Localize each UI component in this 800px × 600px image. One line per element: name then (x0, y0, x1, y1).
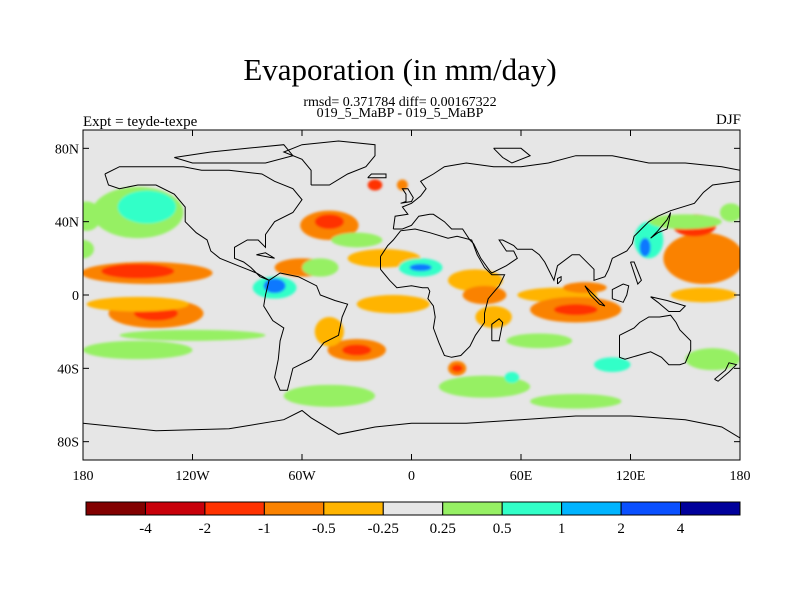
experiment-label: Expt = teyde-texpe (83, 114, 198, 130)
x-tick-label: 180 (73, 469, 94, 484)
anomaly-patch (83, 240, 94, 259)
coastline (491, 318, 504, 342)
anomaly-patch (462, 285, 507, 305)
coastline (650, 296, 687, 312)
anomaly-patch (475, 306, 512, 328)
colorbar-swatch (382, 501, 444, 516)
coastline (104, 166, 303, 281)
coastline (282, 140, 376, 186)
coastlines (83, 140, 740, 439)
x-tick-label: 120W (175, 469, 210, 484)
colorbar-swatch (144, 501, 206, 516)
y-tick-label: 80N (55, 142, 79, 157)
anomaly-patch (101, 263, 175, 279)
anomaly-patch (553, 304, 598, 316)
anomaly-patch (83, 340, 193, 360)
x-tick-label: 60W (288, 469, 316, 484)
colorbar-label: -0.5 (312, 521, 336, 537)
coastline (584, 285, 606, 307)
anomaly-patch (663, 232, 740, 284)
y-tick-label: 40S (57, 362, 79, 377)
colorbar-swatch (85, 501, 146, 516)
anomaly-patch (314, 317, 344, 347)
colorbar-label: -4 (139, 521, 152, 537)
anomaly-patch (409, 263, 432, 272)
y-tick-label: 80S (57, 436, 79, 451)
anomaly-patch (331, 232, 383, 248)
anomaly-patch (562, 282, 607, 294)
coastline (256, 252, 275, 259)
colorbar-swatch (620, 501, 682, 516)
x-tick-label: 120E (616, 469, 646, 484)
coastline (650, 212, 672, 239)
coastline (380, 228, 506, 358)
coastline (367, 173, 387, 179)
x-tick-label: 60E (510, 469, 533, 484)
anomaly-patch (451, 364, 463, 373)
anomaly-patch (83, 201, 102, 231)
anomaly-patch (594, 357, 631, 372)
colorbar-label: 1 (558, 521, 566, 537)
colorbar-label: 4 (677, 521, 685, 537)
anomaly-patch (117, 190, 177, 224)
chart-title: Evaporation (in mm/day) (243, 52, 557, 87)
coastline (611, 283, 630, 303)
coastline (714, 362, 738, 382)
anomaly-patch (670, 287, 737, 303)
anomaly-patch (367, 179, 383, 191)
anomaly-field (83, 179, 740, 409)
x-tick-label: 0 (408, 469, 415, 484)
anomaly-patch (685, 348, 740, 371)
anomaly-patch (719, 203, 740, 222)
anomaly-patch (302, 258, 339, 277)
anomaly-patch (396, 179, 408, 191)
x-tick-label: 180 (730, 469, 751, 484)
colorbar-swatch (680, 501, 741, 516)
map-background (83, 130, 740, 460)
anomaly-patch (506, 333, 573, 349)
anomaly-patch (356, 295, 430, 314)
y-axis-ticks: 80N 40N 0 40S 80S (55, 142, 740, 451)
anomaly-patch (342, 344, 372, 356)
anomaly-patch (530, 394, 622, 409)
case-subtitle: 019_5_MaBP - 019_5_MaBP (316, 106, 484, 121)
coastline (83, 409, 740, 439)
coastline (557, 275, 562, 285)
anomaly-patch (648, 214, 722, 230)
colorbar: -4 -2 -1 -0.5 -0.25 0.25 0.5 1 2 4 (85, 501, 741, 537)
y-tick-label: 40N (55, 216, 79, 231)
colorbar-swatch (323, 501, 384, 516)
colorbar-label: -2 (199, 521, 212, 537)
coastline (619, 314, 692, 366)
colorbar-swatch (501, 501, 563, 516)
anomaly-patch (86, 296, 189, 312)
colorbar-swatch (204, 501, 265, 516)
coastline (263, 272, 349, 391)
anomaly-patch (119, 329, 266, 341)
anomaly-patch (283, 384, 375, 407)
coastline (174, 144, 294, 164)
colorbar-label: 0.25 (430, 521, 456, 537)
coastline (493, 147, 532, 164)
colorbar-label: -0.25 (368, 521, 399, 537)
anomaly-patch (639, 238, 651, 257)
x-axis-ticks: 180 120W 60W 0 60E 120E 180 (73, 130, 751, 484)
coastline (392, 155, 740, 282)
colorbar-swatch (561, 501, 622, 516)
season-label: DJF (715, 112, 741, 128)
colorbar-label: -1 (258, 521, 271, 537)
colorbar-swatch (442, 501, 503, 516)
y-tick-label: 0 (72, 289, 79, 304)
anomaly-patch (314, 214, 344, 230)
coastline (400, 188, 414, 204)
anomaly-patch (504, 372, 520, 383)
colorbar-swatch (263, 501, 325, 516)
colorbar-label: 2 (617, 521, 625, 537)
stats-subtitle: rmsd= 0.371784 diff= 0.00167322 (303, 95, 497, 110)
anomaly-patch (448, 269, 503, 292)
colorbar-label: 0.5 (493, 521, 512, 537)
coastline (630, 261, 642, 285)
